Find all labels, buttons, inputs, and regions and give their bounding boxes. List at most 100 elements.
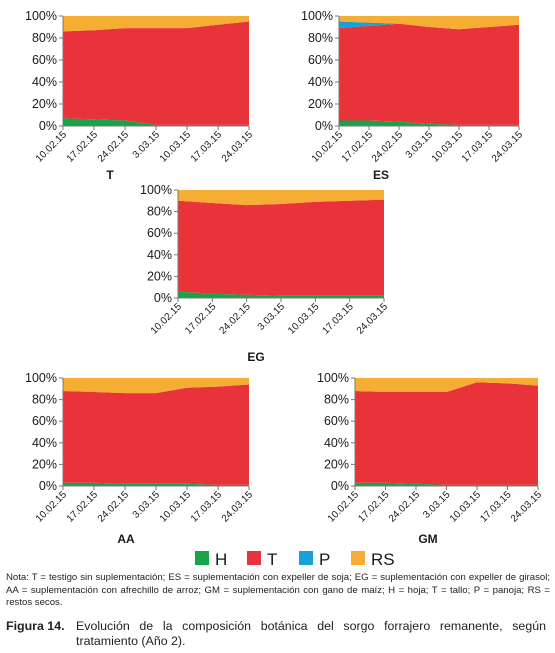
caption-label: Figura 14. — [6, 619, 65, 633]
legend-swatch-T — [247, 551, 261, 565]
x-tick-label: 10.03.15 — [430, 129, 466, 165]
y-tick-label: 100% — [140, 183, 172, 197]
y-tick-label: 40% — [32, 75, 57, 89]
legend-label-T: T — [267, 550, 277, 569]
area-T-H — [63, 118, 249, 126]
area-AA-H — [63, 482, 249, 486]
y-tick-label: 80% — [147, 205, 172, 219]
y-tick-label: 60% — [324, 414, 349, 428]
chart-title: AA — [117, 532, 135, 545]
x-tick-label: 17.03.15 — [460, 129, 496, 165]
chart-title: EG — [247, 350, 264, 364]
y-tick-label: 0% — [154, 291, 172, 305]
y-tick-label: 0% — [39, 119, 57, 133]
caption-text: Evolución de la composición botánica del… — [76, 619, 546, 648]
x-tick-label: 10.02.15 — [310, 129, 346, 165]
x-tick-label: 10.03.15 — [158, 489, 194, 525]
legend: H T P RS — [195, 550, 395, 569]
y-tick-label: 0% — [39, 479, 57, 493]
x-tick-label: 10.03.15 — [158, 129, 194, 165]
x-tick-label: 24.03.15 — [355, 301, 391, 337]
y-tick-label: 100% — [317, 371, 349, 385]
y-tick-label: 80% — [324, 393, 349, 407]
chart-title: GM — [418, 532, 437, 545]
legend-swatch-P — [299, 551, 313, 565]
legend-label-P: P — [319, 550, 330, 569]
y-tick-label: 80% — [32, 393, 57, 407]
legend-label-H: H — [215, 550, 227, 569]
y-tick-label: 40% — [308, 75, 333, 89]
area-EG-RS — [178, 190, 384, 206]
y-tick-label: 100% — [301, 9, 333, 23]
chart-ES: 0% 20% 40% 60% 80% 100% 10.02.1517.02.1524.02.… — [301, 9, 525, 182]
figure-note: Nota: T = testigo sin suplementación; ES… — [6, 572, 550, 609]
area-ES-H — [339, 120, 519, 126]
y-tick-label: 20% — [32, 97, 57, 111]
x-tick-label: 17.03.15 — [320, 301, 356, 337]
y-tick-label: 100% — [25, 9, 57, 23]
figure-caption: Figura 14. Evolución de la composición bo… — [6, 619, 550, 649]
y-tick-label: 40% — [324, 436, 349, 450]
area-GM-H — [355, 482, 538, 486]
chart-T: 0% 20% 40% 60% 80% 100% 10.02.1517.02.1524.02.… — [25, 9, 255, 182]
legend-swatch-H — [195, 551, 209, 565]
x-tick-label: 17.02.15 — [356, 489, 392, 525]
x-tick-label: 17.02.15 — [183, 301, 219, 337]
x-tick-label: 24.03.15 — [490, 129, 526, 165]
area-GM-T — [355, 382, 538, 485]
chart-AA: 0% 20% 40% 60% 80% 100% 10.02.1517.02.1524.02.… — [25, 371, 255, 545]
x-tick-label: 24.03.15 — [509, 489, 545, 525]
x-tick-label: 24.02.15 — [387, 489, 423, 525]
x-tick-label: 10.03.15 — [286, 301, 322, 337]
x-tick-label: 17.03.15 — [189, 129, 225, 165]
y-tick-label: 40% — [32, 436, 57, 450]
y-tick-label: 0% — [315, 119, 333, 133]
area-T-RS — [63, 16, 249, 32]
chart-title: ES — [373, 168, 389, 182]
chart-EG: 0% 20% 40% 60% 80% 100% 10.02.15 17.02.15 24.02.… — [140, 183, 390, 364]
area-EG-H — [178, 291, 384, 298]
chart-title: T — [106, 168, 114, 182]
y-tick-label: 80% — [32, 31, 57, 45]
y-tick-label: 60% — [32, 53, 57, 67]
y-tick-label: 40% — [147, 248, 172, 262]
y-tick-label: 60% — [32, 414, 57, 428]
x-tick-label: 10.02.15 — [326, 489, 362, 525]
area-ES-RS — [339, 16, 519, 30]
y-tick-label: 80% — [308, 31, 333, 45]
y-tick-label: 60% — [147, 226, 172, 240]
area-GM-RS — [355, 378, 538, 392]
x-tick-label: 24.02.15 — [217, 301, 253, 337]
x-tick-label: 17.02.15 — [65, 489, 101, 525]
y-tick-label: 60% — [308, 53, 333, 67]
charts-canvas: 0%20%40%60%80%100%10.02.1517.02.1524.02.… — [25, 9, 544, 545]
x-tick-label: 10.02.15 — [149, 301, 185, 337]
x-tick-label: 10.02.15 — [34, 129, 70, 165]
y-tick-label: 20% — [32, 457, 57, 471]
legend-swatch-RS — [351, 551, 365, 565]
x-tick-label: 24.03.15 — [220, 489, 256, 525]
y-tick-label: 20% — [147, 269, 172, 283]
y-tick-label: 0% — [331, 479, 349, 493]
y-tick-label: 100% — [25, 371, 57, 385]
y-tick-label: 20% — [324, 457, 349, 471]
x-tick-label: 3.03.15 — [256, 301, 288, 333]
area-EG-T — [178, 199, 384, 296]
area-T-T — [63, 21, 249, 125]
area-ES-T — [339, 23, 519, 125]
x-tick-label: 24.03.15 — [220, 129, 256, 165]
x-tick-label: 17.03.15 — [478, 489, 514, 525]
y-tick-label: 20% — [308, 97, 333, 111]
x-tick-label: 10.02.15 — [34, 489, 70, 525]
legend-label-RS: RS — [371, 550, 395, 569]
x-tick-label: 24.02.15 — [370, 129, 406, 165]
area-AA-T — [63, 384, 249, 485]
x-tick-label: 10.03.15 — [448, 489, 484, 525]
x-tick-label: 17.03.15 — [189, 489, 225, 525]
x-tick-label: 24.02.15 — [96, 129, 132, 165]
chart-GM: 0% 20% 40% 60% 80% 100% 10.02.1517.02.1524.02.… — [317, 371, 544, 545]
x-tick-label: 17.02.15 — [340, 129, 376, 165]
x-tick-label: 17.02.15 — [65, 129, 101, 165]
area-ES-P — [339, 21, 519, 30]
